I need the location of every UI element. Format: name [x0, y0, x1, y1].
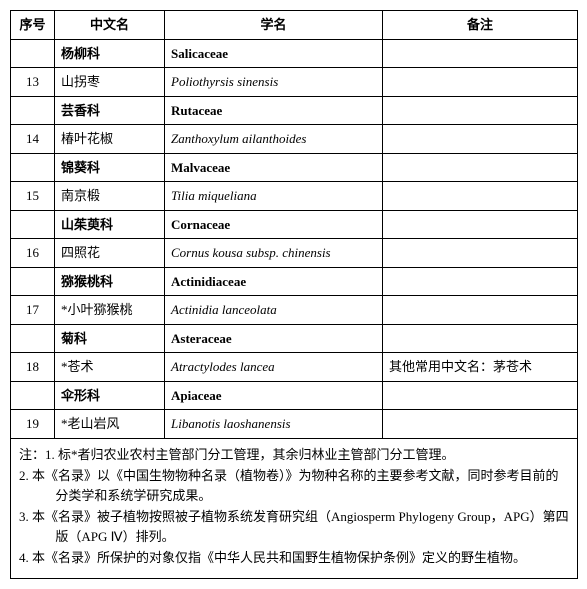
cell-cn: *老山岩风	[55, 410, 165, 439]
cell-rem	[383, 68, 578, 97]
col-header-rem: 备注	[383, 11, 578, 40]
cell-cn: *小叶猕猴桃	[55, 296, 165, 325]
species-row: 17*小叶猕猴桃Actinidia lanceolata	[11, 296, 578, 325]
notes-line: 3. 本《名录》被子植物按照被子植物系统发育研究组（Angiosperm Phy…	[19, 507, 569, 546]
species-table: 序号 中文名 学名 备注 杨柳科Salicaceae13山拐枣Poliothyr…	[10, 10, 578, 579]
table-body: 杨柳科Salicaceae13山拐枣Poliothyrsis sinensis芸…	[11, 39, 578, 438]
species-row: 13山拐枣Poliothyrsis sinensis	[11, 68, 578, 97]
cell-seq: 14	[11, 125, 55, 154]
cell-sci: Cornaceae	[165, 210, 383, 239]
species-row: 19*老山岩风Libanotis laoshanensis	[11, 410, 578, 439]
cell-sci: Actinidiaceae	[165, 267, 383, 296]
cell-sci: Zanthoxylum ailanthoides	[165, 125, 383, 154]
cell-sci: Rutaceae	[165, 96, 383, 125]
cell-seq: 13	[11, 68, 55, 97]
family-row: 伞形科Apiaceae	[11, 381, 578, 410]
cell-seq	[11, 96, 55, 125]
cell-sci: Atractylodes lancea	[165, 353, 383, 382]
species-row: 15南京椴Tilia miqueliana	[11, 182, 578, 211]
cell-seq: 18	[11, 353, 55, 382]
table-header-row: 序号 中文名 学名 备注	[11, 11, 578, 40]
cell-cn: 山茱萸科	[55, 210, 165, 239]
cell-rem	[383, 267, 578, 296]
cell-sci: Cornus kousa subsp. chinensis	[165, 239, 383, 268]
cell-sci: Malvaceae	[165, 153, 383, 182]
cell-cn: 杨柳科	[55, 39, 165, 68]
cell-cn: 南京椴	[55, 182, 165, 211]
cell-seq	[11, 381, 55, 410]
cell-sci: Apiaceae	[165, 381, 383, 410]
notes-row: 注：1. 标*者归农业农村主管部门分工管理，其余归林业主管部门分工管理。2. 本…	[11, 438, 578, 578]
cell-rem: 其他常用中文名：茅苍术	[383, 353, 578, 382]
col-header-seq: 序号	[11, 11, 55, 40]
cell-rem	[383, 239, 578, 268]
cell-sci: Salicaceae	[165, 39, 383, 68]
cell-rem	[383, 296, 578, 325]
cell-seq	[11, 153, 55, 182]
col-header-sci: 学名	[165, 11, 383, 40]
cell-rem	[383, 324, 578, 353]
family-row: 山茱萸科Cornaceae	[11, 210, 578, 239]
species-row: 18*苍术Atractylodes lancea其他常用中文名：茅苍术	[11, 353, 578, 382]
cell-seq: 16	[11, 239, 55, 268]
species-row: 16四照花Cornus kousa subsp. chinensis	[11, 239, 578, 268]
cell-sci: Asteraceae	[165, 324, 383, 353]
cell-rem	[383, 410, 578, 439]
cell-cn: 椿叶花椒	[55, 125, 165, 154]
cell-rem	[383, 125, 578, 154]
cell-rem	[383, 39, 578, 68]
family-row: 猕猴桃科Actinidiaceae	[11, 267, 578, 296]
cell-seq	[11, 324, 55, 353]
cell-rem	[383, 182, 578, 211]
cell-seq	[11, 39, 55, 68]
family-row: 芸香科Rutaceae	[11, 96, 578, 125]
cell-cn: 菊科	[55, 324, 165, 353]
cell-rem	[383, 96, 578, 125]
notes-line: 注：1. 标*者归农业农村主管部门分工管理，其余归林业主管部门分工管理。	[19, 445, 569, 465]
cell-sci: Actinidia lanceolata	[165, 296, 383, 325]
cell-rem	[383, 381, 578, 410]
family-row: 菊科Asteraceae	[11, 324, 578, 353]
cell-rem	[383, 153, 578, 182]
species-row: 14椿叶花椒Zanthoxylum ailanthoides	[11, 125, 578, 154]
cell-cn: 伞形科	[55, 381, 165, 410]
cell-rem	[383, 210, 578, 239]
cell-sci: Libanotis laoshanensis	[165, 410, 383, 439]
cell-cn: 猕猴桃科	[55, 267, 165, 296]
notes-line: 4. 本《名录》所保护的对象仅指《中华人民共和国野生植物保护条例》定义的野生植物…	[19, 548, 569, 568]
cell-seq: 17	[11, 296, 55, 325]
cell-sci: Poliothyrsis sinensis	[165, 68, 383, 97]
notes-cell: 注：1. 标*者归农业农村主管部门分工管理，其余归林业主管部门分工管理。2. 本…	[11, 438, 578, 578]
cell-seq	[11, 210, 55, 239]
cell-cn: 山拐枣	[55, 68, 165, 97]
cell-cn: 芸香科	[55, 96, 165, 125]
cell-seq	[11, 267, 55, 296]
cell-cn: *苍术	[55, 353, 165, 382]
cell-seq: 15	[11, 182, 55, 211]
family-row: 锦葵科Malvaceae	[11, 153, 578, 182]
family-row: 杨柳科Salicaceae	[11, 39, 578, 68]
notes-line: 2. 本《名录》以《中国生物物种名录（植物卷）》为物种名称的主要参考文献，同时参…	[19, 466, 569, 505]
cell-seq: 19	[11, 410, 55, 439]
cell-sci: Tilia miqueliana	[165, 182, 383, 211]
cell-cn: 四照花	[55, 239, 165, 268]
cell-cn: 锦葵科	[55, 153, 165, 182]
col-header-cn: 中文名	[55, 11, 165, 40]
